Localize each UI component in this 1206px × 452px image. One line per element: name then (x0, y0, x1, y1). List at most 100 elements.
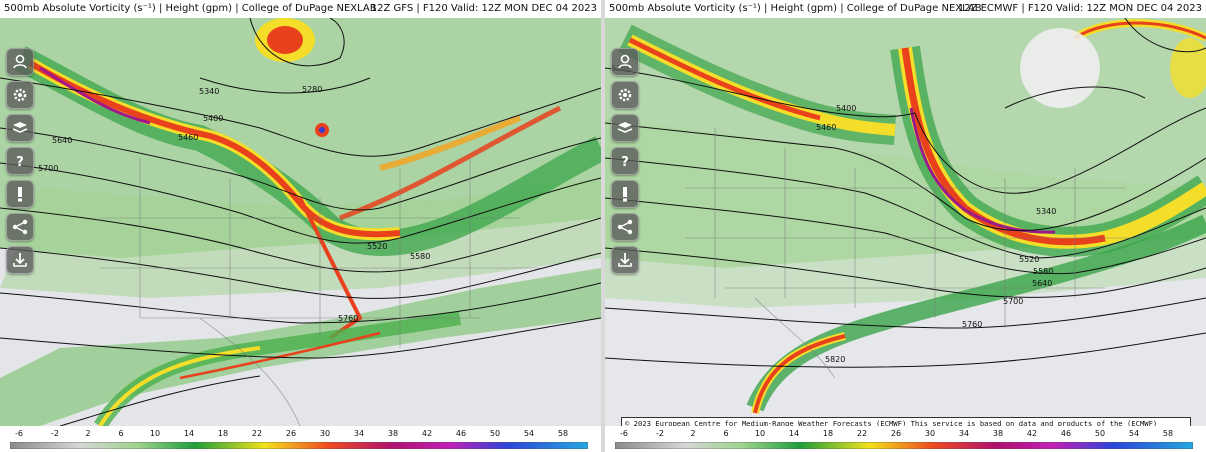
colorbar-tick: 14 (183, 429, 195, 438)
colorbar-tick: 50 (1094, 429, 1106, 438)
colorbar-tick: 30 (319, 429, 331, 438)
contour-label: 5400 (203, 114, 223, 123)
help-icon: ? (621, 155, 629, 170)
settings-button[interactable] (6, 81, 34, 109)
colorbar-tick: 18 (217, 429, 229, 438)
colorbar-tick: 42 (1026, 429, 1038, 438)
location-icon (13, 54, 27, 69)
contour-label: 5700 (1003, 297, 1023, 306)
download-icon (618, 253, 632, 267)
colorbar-tick: 54 (1128, 429, 1140, 438)
colorbar-tick: 6 (118, 429, 124, 438)
colorbar-tick: 22 (251, 429, 263, 438)
share-button[interactable] (6, 213, 34, 241)
product-title: 500mb Absolute Vorticity (s⁻¹) | Height … (4, 3, 377, 14)
colorbar-tick: 22 (856, 429, 868, 438)
product-title: 500mb Absolute Vorticity (s⁻¹) | Height … (609, 3, 982, 14)
gear-icon (618, 88, 632, 102)
colorbar-tick: -6 (620, 429, 628, 438)
vorticity-map[interactable]: 5280 5340 5400 5460 5520 5580 5640 5700 … (0, 18, 601, 426)
alert-icon (623, 187, 627, 202)
colorbar-tick: -2 (656, 429, 664, 438)
download-button[interactable] (611, 246, 639, 274)
colorbar-tick: 46 (1060, 429, 1072, 438)
svg-text:?: ? (16, 155, 24, 170)
download-icon (13, 253, 27, 267)
contour-label: 5340 (1036, 207, 1056, 216)
colorbar-tick: 26 (890, 429, 902, 438)
gfs-panel: 500mb Absolute Vorticity (s⁻¹) | Height … (0, 0, 601, 452)
animation-icon (12, 122, 28, 133)
contour-label: 5460 (178, 133, 198, 142)
model-run-title: 12Z ECMWF | F120 Valid: 12Z MON DEC 04 2… (957, 3, 1202, 14)
colorbar-tick: 54 (523, 429, 535, 438)
alert-icon (18, 187, 22, 202)
contour-label: 5340 (199, 87, 219, 96)
animation-button[interactable] (6, 114, 34, 142)
colorbar-tick: 38 (992, 429, 1004, 438)
model-run-title: 12Z GFS | F120 Valid: 12Z MON DEC 04 202… (370, 3, 597, 14)
colorbar-tick: 38 (387, 429, 399, 438)
contour-label: 5700 (38, 164, 58, 173)
colorbar-gradient (615, 442, 1193, 449)
vorticity-map[interactable]: 5280 5340 5400 5460 5520 5580 5640 5700 … (605, 18, 1206, 426)
ecmwf-copyright-notice: © 2023 European Centre for Medium-Range … (621, 417, 1191, 426)
contour-label: 5580 (410, 252, 430, 261)
panel-title-bar: 500mb Absolute Vorticity (s⁻¹) | Height … (0, 0, 601, 18)
contour-label: 5520 (367, 242, 387, 251)
panel-divider (601, 0, 605, 452)
alert-button[interactable] (6, 180, 34, 208)
colorbar-tick: 34 (958, 429, 970, 438)
share-icon (12, 219, 28, 235)
settings-button[interactable] (611, 81, 639, 109)
map-graphic: 5280 5340 5400 5460 5520 5580 5640 5700 … (605, 18, 1206, 426)
contour-label: 5400 (836, 104, 856, 113)
colorbar-tick: -6 (15, 429, 23, 438)
contour-label: 5760 (338, 314, 358, 323)
colorbar-tick: -2 (51, 429, 59, 438)
contour-label: 5820 (825, 355, 845, 364)
colorbar-tick: 2 (85, 429, 91, 438)
help-button[interactable]: ? (611, 147, 639, 175)
share-icon (617, 219, 633, 235)
location-button[interactable] (6, 48, 34, 76)
colorbar-tick: 2 (690, 429, 696, 438)
colorbar-tick: 18 (822, 429, 834, 438)
colorbar-tick: 26 (285, 429, 297, 438)
animation-icon (617, 122, 633, 133)
vorticity-colorbar: -6 -2 2 6 10 14 18 22 26 30 34 38 42 46 … (605, 426, 1206, 452)
colorbar-tick: 46 (455, 429, 467, 438)
contour-label: 5640 (52, 136, 72, 145)
colorbar-tick: 58 (557, 429, 569, 438)
ecmwf-panel: 500mb Absolute Vorticity (s⁻¹) | Height … (605, 0, 1206, 452)
colorbar-tick: 14 (788, 429, 800, 438)
location-button[interactable] (611, 48, 639, 76)
colorbar-gradient (10, 442, 588, 449)
colorbar-tick: 30 (924, 429, 936, 438)
gear-icon (13, 88, 27, 102)
help-icon: ? (16, 155, 24, 170)
animation-button[interactable] (611, 114, 639, 142)
contour-label: 5280 (302, 85, 322, 94)
panel-title-bar: 500mb Absolute Vorticity (s⁻¹) | Height … (605, 0, 1206, 18)
location-icon (618, 54, 632, 69)
colorbar-tick: 10 (754, 429, 766, 438)
download-button[interactable] (6, 246, 34, 274)
colorbar-tick: 34 (353, 429, 365, 438)
colorbar-tick: 10 (149, 429, 161, 438)
vorticity-colorbar: -6 -2 2 6 10 14 18 22 26 30 34 38 42 46 … (0, 426, 601, 452)
colorbar-tick: 50 (489, 429, 501, 438)
colorbar-tick: 42 (421, 429, 433, 438)
contour-label: 5460 (816, 123, 836, 132)
svg-text:?: ? (621, 155, 629, 170)
alert-button[interactable] (611, 180, 639, 208)
share-button[interactable] (611, 213, 639, 241)
colorbar-tick: 58 (1162, 429, 1174, 438)
contour-label: 5580 (1033, 267, 1053, 276)
contour-label: 5520 (1019, 255, 1039, 264)
help-button[interactable]: ? (6, 147, 34, 175)
colorbar-tick: 6 (723, 429, 729, 438)
contour-label: 5640 (1032, 279, 1052, 288)
contour-label: 5760 (962, 320, 982, 329)
map-graphic: 5280 5340 5400 5460 5520 5580 5640 5700 … (0, 18, 601, 426)
